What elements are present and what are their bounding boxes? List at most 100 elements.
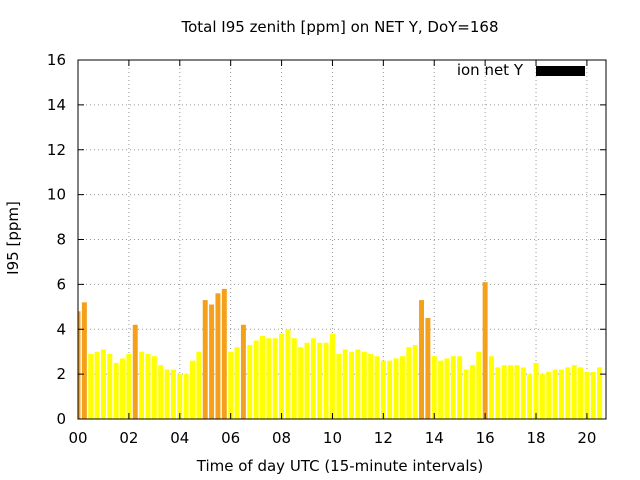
x-tick-label: 04 [170,429,189,447]
bar [240,324,246,419]
bar [438,360,444,419]
x-tick-label: 02 [119,429,138,447]
bar [495,367,501,419]
x-tick-label: 20 [577,429,596,447]
bar [317,342,323,419]
bar [361,351,367,419]
x-tick-label: 18 [526,429,545,447]
bar [393,358,399,419]
bar [463,369,469,419]
bar [132,324,138,419]
bar [145,353,151,419]
bar [387,360,393,419]
bar [151,356,157,419]
bar [336,353,342,419]
bar [552,369,558,419]
bar [120,358,126,419]
bar [431,356,437,419]
bar [597,367,603,419]
bar [228,351,234,419]
bar [247,344,253,419]
legend-label: ion net Y [457,61,524,79]
bar [221,288,227,419]
bar [310,338,316,419]
y-axis-label: I95 [ppm] [4,201,22,275]
bar [329,333,335,419]
bar [380,360,386,419]
bar [368,353,374,419]
bar [298,347,304,419]
bar [285,329,291,419]
bar [374,356,380,419]
bar [558,369,564,419]
bar [100,349,106,419]
y-tick-label: 4 [56,320,66,338]
bar [520,367,526,419]
bar [469,365,475,419]
bar [539,374,545,419]
bar [279,333,285,419]
grid-lines [78,60,606,419]
y-tick-label: 12 [47,141,66,159]
legend-swatch [536,66,585,76]
bar [476,351,482,419]
bar [190,360,195,419]
bar [94,351,100,419]
bar [533,362,539,419]
bar [88,353,94,419]
bar [202,300,208,419]
x-tick-label: 14 [425,429,444,447]
bar [164,369,170,419]
bar [406,347,412,419]
bar [234,347,240,419]
x-tick-label: 10 [323,429,342,447]
bar [170,369,176,419]
bar [266,338,272,419]
bar [304,342,310,419]
bar [457,356,463,419]
bar [253,340,259,419]
bar [272,338,278,419]
bar [450,356,456,419]
y-tick-label: 2 [56,365,66,383]
x-tick-label: 08 [272,429,291,447]
y-tick-label: 16 [47,51,66,69]
bar [419,300,424,419]
bar [527,374,533,419]
legend: ion net Y [457,61,585,79]
bar [501,365,507,419]
bars [78,282,603,419]
bar [399,356,405,419]
bar [81,302,87,419]
bar [412,344,418,419]
bar [215,293,221,419]
bar [482,282,488,419]
bar [139,351,145,419]
x-axis-label: Time of day UTC (15-minute intervals) [196,457,483,475]
bar [107,353,113,419]
bar [177,374,183,419]
bar [546,371,552,419]
bar [158,365,164,419]
y-tick-label: 10 [47,186,66,204]
bar [444,358,450,419]
bar [291,338,297,419]
bar [508,365,514,419]
x-tick-label: 06 [221,429,240,447]
x-tick-label: 16 [476,429,495,447]
y-tick-label: 0 [56,410,66,428]
y-tick-label: 14 [47,96,66,114]
bar [565,367,571,419]
bar [349,351,355,419]
bar [126,353,132,419]
y-tick-label: 8 [56,231,66,249]
bar [183,374,189,419]
bar [196,351,202,419]
x-tick-label: 00 [68,429,87,447]
bar [78,311,81,419]
bar [355,349,361,419]
bar [260,335,265,419]
chart-title: Total I95 zenith [ppm] on NET Y, DoY=168 [180,18,498,36]
